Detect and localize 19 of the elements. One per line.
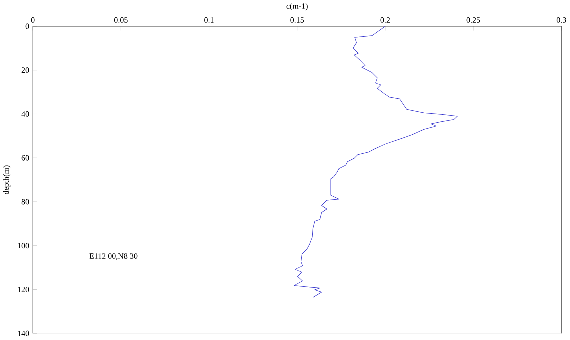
x-tick-label: 0.3: [556, 18, 566, 24]
y-tick-label: 80: [22, 199, 30, 205]
y-tick-label: 100: [18, 243, 30, 249]
y-tick-label: 60: [22, 156, 30, 161]
annotation: E112 00,N8 30: [90, 254, 138, 260]
y-tick-label: 120: [18, 287, 30, 293]
line-series: [294, 26, 458, 298]
x-tick-label: 0.1: [204, 18, 214, 24]
x-tick-label: 0.05: [114, 18, 128, 24]
x-tick-label: 0.2: [380, 18, 390, 24]
x-tick-label: 0: [31, 18, 35, 24]
x-axis-title: c(m-1): [286, 4, 308, 11]
y-tick-label: 0: [26, 24, 30, 30]
y-tick-label: 140: [18, 331, 30, 336]
y-tick-label: 40: [22, 112, 30, 118]
x-tick-label: 0.25: [466, 18, 480, 24]
y-axis-title: depth(m): [3, 166, 11, 195]
y-tick-label: 20: [22, 68, 30, 74]
x-tick-label: 0.15: [290, 18, 304, 24]
